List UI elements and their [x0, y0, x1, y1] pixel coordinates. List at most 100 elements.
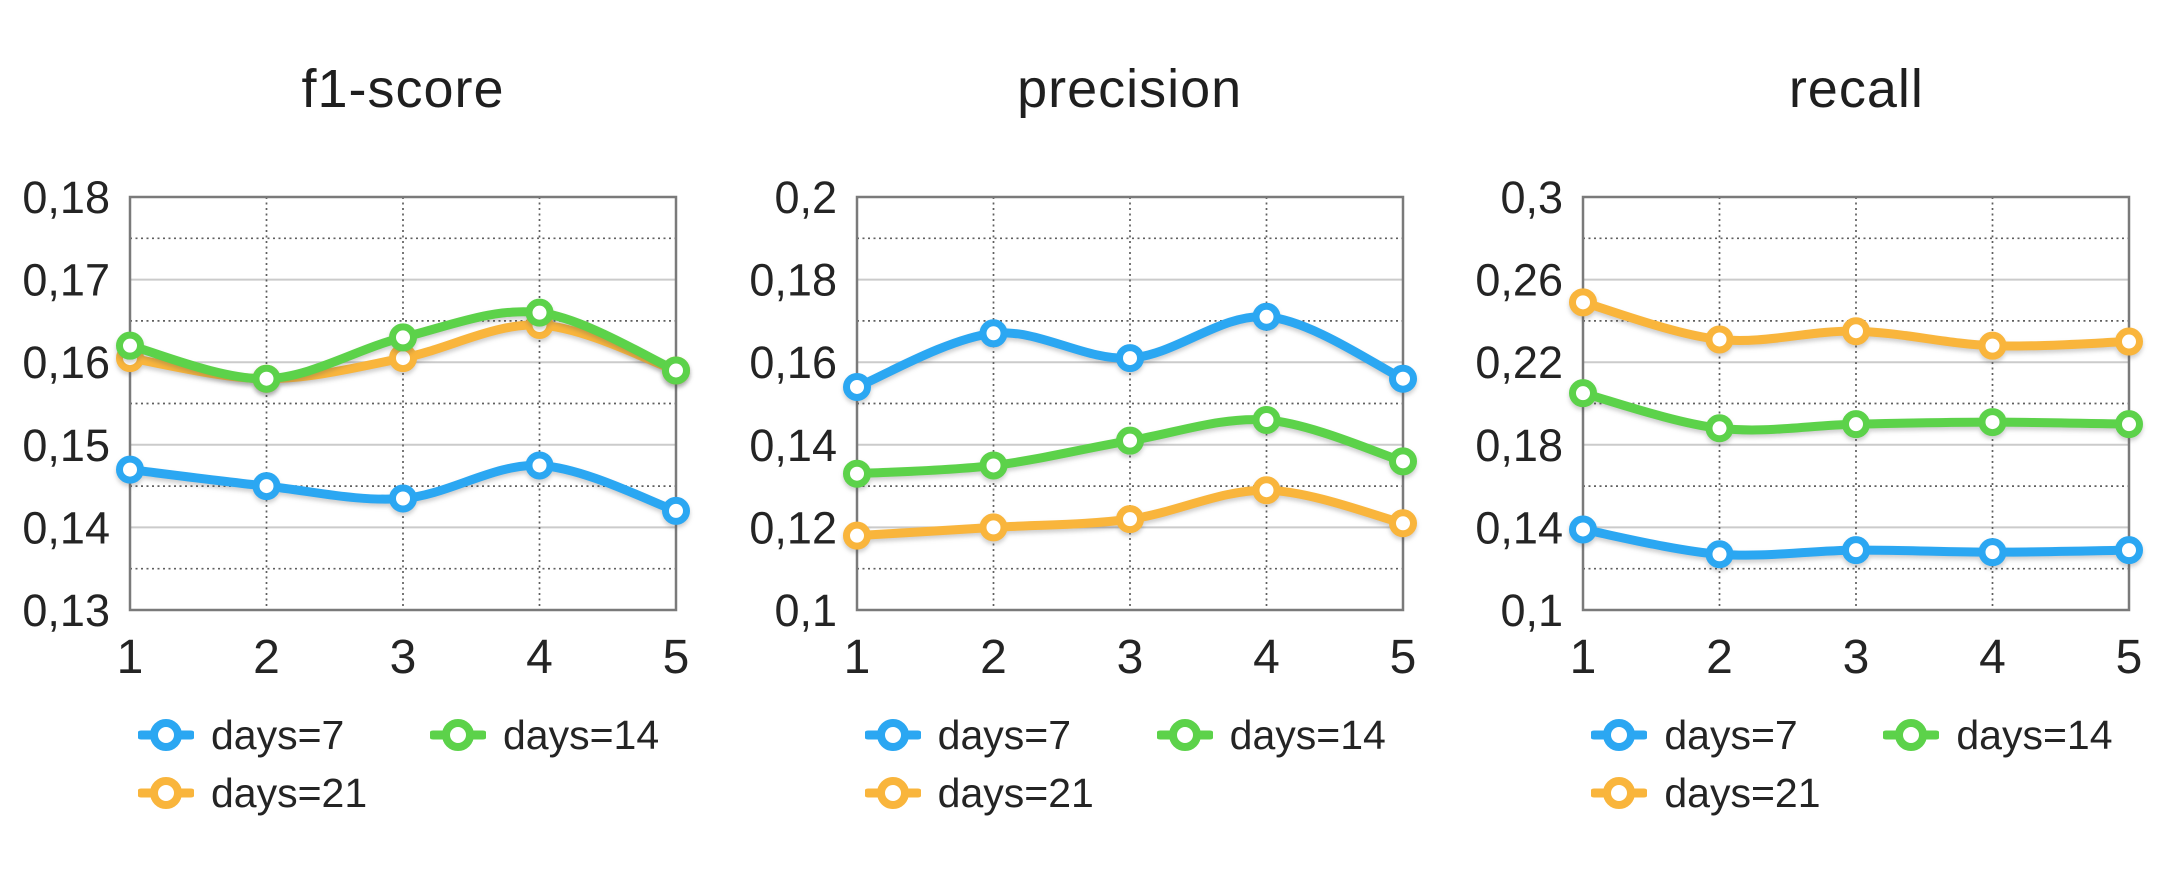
legend-marker-icon: [1883, 719, 1940, 751]
y-tick-label: 0,22: [1476, 337, 1564, 388]
y-tick-label: 0,18: [22, 172, 110, 223]
data-point-marker: [116, 455, 144, 484]
legend-label: days=21: [211, 769, 368, 816]
legend-item-days-7: days=7: [864, 706, 1157, 764]
data-point-marker: [1842, 317, 1871, 346]
data-point-marker: [2115, 327, 2144, 356]
y-tick-label: 0,15: [22, 420, 110, 471]
y-tick-label: 0,18: [1476, 420, 1564, 471]
data-point-marker: [2115, 410, 2144, 439]
data-point-marker: [842, 459, 871, 488]
data-point-marker: [2115, 536, 2144, 565]
x-tick-label: 1: [1570, 631, 1597, 684]
data-point-marker: [525, 298, 554, 327]
y-tick-label: 0,13: [22, 585, 110, 636]
data-point-marker: [1842, 536, 1871, 565]
y-tick-label: 0,14: [22, 502, 110, 553]
series-days-21: [1569, 288, 2144, 360]
data-point-marker: [1978, 408, 2007, 437]
data-point-marker: [1705, 414, 1734, 443]
x-tick-label: 5: [1389, 631, 1416, 684]
data-point-marker: [525, 451, 554, 480]
data-point-marker: [1115, 505, 1144, 534]
series-days-7: [1569, 515, 2144, 569]
data-point-marker: [1569, 379, 1598, 408]
legend-label: days=14: [503, 711, 660, 758]
data-point-marker: [252, 472, 281, 501]
y-tick-label: 0,2: [774, 172, 837, 223]
legend-label: days=7: [937, 711, 1072, 758]
data-point-marker: [1842, 410, 1871, 439]
legend: days=7 days=14 days=21: [138, 706, 728, 822]
legend-marker-ring: [1603, 719, 1636, 751]
y-tick-label: 0,17: [22, 255, 110, 306]
x-tick-label: 2: [253, 631, 280, 684]
y-tick-label: 0,14: [1476, 502, 1564, 553]
legend-marker-ring: [150, 719, 182, 751]
legend: days=7 days=14 days=21: [864, 706, 1455, 822]
data-point-marker: [1569, 288, 1598, 317]
x-axis-labels: 1 2 3 4 5: [117, 631, 690, 684]
y-tick-label: 0,1: [774, 585, 837, 636]
y-tick-label: 0,1: [1501, 585, 1564, 636]
x-tick-label: 2: [980, 631, 1007, 684]
legend-marker-ring: [1603, 777, 1636, 809]
legend-label: days=14: [1956, 711, 2113, 758]
legend-marker-icon: [1591, 719, 1648, 751]
minor-dotted-gridlines: [130, 237, 676, 570]
legend-marker-icon: [1156, 719, 1213, 751]
series-days-7: [116, 451, 690, 525]
data-point-marker: [1705, 325, 1734, 354]
data-point-marker: [1388, 364, 1417, 393]
x-tick-label: 3: [390, 631, 417, 684]
data-point-marker: [1388, 447, 1417, 476]
x-tick-label: 4: [1253, 631, 1280, 684]
x-tick-label: 2: [1706, 631, 1733, 684]
legend-item-days-21: days=21: [1591, 764, 1883, 822]
legend: days=7 days=14 days=21: [1591, 706, 2180, 822]
x-tick-label: 4: [526, 631, 553, 684]
y-axis-labels: 0,1 0,12 0,14 0,16 0,18 0,2: [749, 172, 837, 636]
data-point-marker: [662, 496, 690, 525]
data-point-marker: [1705, 540, 1734, 569]
x-tick-label: 5: [663, 631, 690, 684]
legend-item-days-14: days=14: [1156, 706, 1449, 764]
data-point-marker: [389, 323, 417, 352]
y-axis-labels: 0,13 0,14 0,15 0,16 0,17 0,18: [22, 172, 110, 636]
data-point-marker: [842, 372, 871, 401]
legend-marker-icon: [864, 719, 921, 751]
legend-marker-ring: [876, 777, 909, 809]
legend-marker-ring: [1895, 719, 1928, 751]
y-tick-label: 0,16: [749, 337, 837, 388]
y-tick-label: 0,12: [749, 502, 837, 553]
x-tick-label: 1: [117, 631, 144, 684]
legend-marker-ring: [442, 719, 474, 751]
legend-marker-icon: [138, 719, 194, 751]
legend-item-days-7: days=7: [138, 706, 430, 764]
series-days-21: [842, 476, 1417, 550]
x-tick-label: 1: [843, 631, 870, 684]
series-days-14: [116, 298, 690, 393]
line-plot-recall: 0,1 0,14 0,18 0,22 0,26 0,3 1 2 3 4 5: [1476, 172, 2144, 684]
legend-item-days-21: days=21: [138, 764, 430, 822]
x-tick-label: 3: [1116, 631, 1143, 684]
data-point-marker: [1978, 538, 2007, 567]
data-point-marker: [979, 319, 1008, 348]
data-point-marker: [1115, 344, 1144, 373]
minor-dotted-gridlines: [1583, 237, 2130, 570]
data-point-marker: [116, 331, 144, 360]
legend-marker-icon: [138, 777, 194, 809]
y-tick-label: 0,16: [22, 337, 110, 388]
x-axis-labels: 1 2 3 4 5: [1570, 631, 2143, 684]
chart-panel-precision: precision 0,1 0,12 0,14 0,16 0,18 0,2 1 2 3 4 5 da…: [727, 0, 1454, 870]
data-point-marker: [1252, 406, 1281, 435]
data-point-marker: [389, 484, 417, 513]
data-point-marker: [842, 521, 871, 550]
legend-label: days=21: [1664, 769, 1821, 816]
series-days-7: [842, 302, 1417, 401]
x-tick-label: 5: [2116, 631, 2143, 684]
data-point-marker: [662, 356, 690, 385]
chart-panel-f1-score: f1-score 0,13 0,14 0,15 0,16 0,17 0,18 1 2 3 4 5 d…: [0, 0, 727, 870]
